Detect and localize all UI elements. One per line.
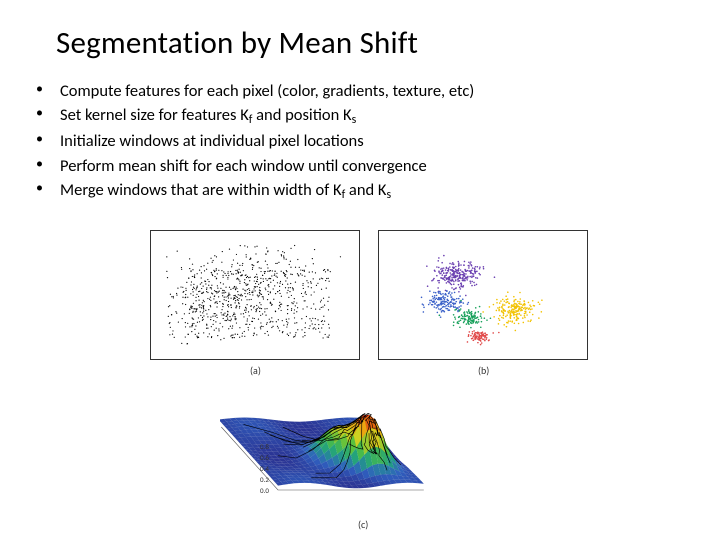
bullet-item: •Merge windows that are within width of … — [36, 179, 684, 203]
bullet-text: Merge windows that are within width of K… — [60, 179, 684, 203]
figure-c-label: (c) — [358, 518, 368, 531]
slide-title: Segmentation by Mean Shift — [56, 24, 684, 62]
figure-a-scatter — [150, 230, 360, 360]
bullet-text: Set kernel size for features Kf and posi… — [60, 104, 684, 128]
figure-a-svg — [151, 231, 361, 361]
bullet-item: •Initialize windows at individual pixel … — [36, 130, 684, 152]
bullet-item: •Compute features for each pixel (color,… — [36, 80, 684, 102]
bullet-item: •Set kernel size for features Kf and pos… — [36, 104, 684, 128]
figure-b-svg — [379, 231, 589, 361]
figure-b-scatter — [378, 230, 588, 360]
figure-b-label: (b) — [478, 364, 489, 377]
bullet-dot: • — [36, 179, 60, 198]
svg-text:0.2: 0.2 — [260, 475, 269, 484]
bullet-dot: • — [36, 104, 60, 123]
svg-text:0.4: 0.4 — [260, 464, 269, 473]
bullet-list: •Compute features for each pixel (color,… — [36, 80, 684, 203]
figure-c-surface: 0.0 0.2 0.4 0.6 0.8 — [220, 382, 500, 512]
figure-c-svg: 0.0 0.2 0.4 0.6 0.8 — [220, 382, 500, 512]
bullet-text: Compute features for each pixel (color, … — [60, 80, 684, 102]
figure-a-label: (a) — [250, 364, 261, 377]
slide: Segmentation by Mean Shift •Compute feat… — [0, 0, 720, 540]
bullet-text: Initialize windows at individual pixel l… — [60, 130, 684, 152]
figures-region: (a) (b) 0.0 0.2 0.4 0.6 0.8 (c) — [0, 230, 720, 530]
bullet-dot: • — [36, 155, 60, 174]
svg-text:0.0: 0.0 — [260, 486, 269, 495]
svg-text:0.8: 0.8 — [260, 442, 269, 451]
bullet-item: •Perform mean shift for each window unti… — [36, 155, 684, 177]
bullet-dot: • — [36, 130, 60, 149]
bullet-dot: • — [36, 80, 60, 99]
svg-text:0.6: 0.6 — [260, 453, 269, 462]
bullet-text: Perform mean shift for each window until… — [60, 155, 684, 177]
